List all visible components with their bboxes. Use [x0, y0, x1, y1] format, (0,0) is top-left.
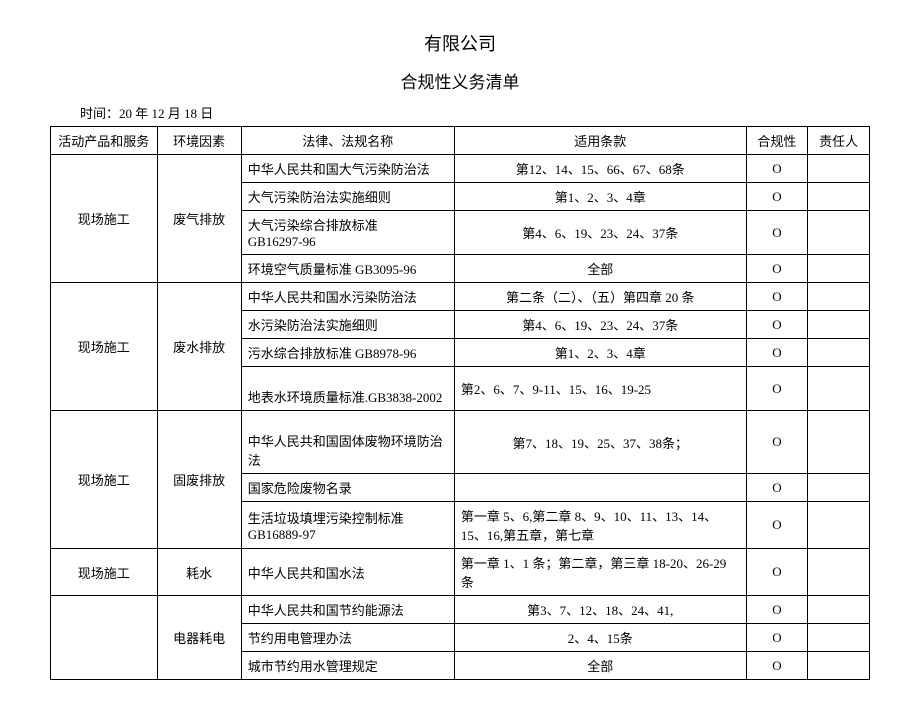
law-cell: 生活垃圾填埋污染控制标准 GB16889-97	[241, 502, 454, 549]
person-cell	[808, 283, 870, 311]
date-line: 时间：20 年 12 月 18 日	[80, 103, 870, 122]
person-cell	[808, 624, 870, 652]
law-cell: 中华人民共和国水法	[241, 549, 454, 596]
compliance-cell: O	[746, 502, 808, 549]
compliance-cell: O	[746, 596, 808, 624]
clause-cell: 第一章 1、1 条；第二章，第三章 18-20、26-29 条	[454, 549, 746, 596]
law-cell: 城市节约用水管理规定	[241, 652, 454, 680]
clause-cell	[454, 474, 746, 502]
compliance-cell: O	[746, 183, 808, 211]
table-row: 现场施工废水排放中华人民共和国水污染防治法第二条（二）、（五）第四章 20 条O	[51, 283, 870, 311]
compliance-cell: O	[746, 255, 808, 283]
clause-cell: 全部	[454, 255, 746, 283]
person-cell	[808, 652, 870, 680]
compliance-cell: O	[746, 155, 808, 183]
compliance-cell: O	[746, 211, 808, 255]
table-row: 现场施工废气排放中华人民共和国大气污染防治法第12、14、15、66、67、68…	[51, 155, 870, 183]
person-cell	[808, 339, 870, 367]
person-cell	[808, 155, 870, 183]
person-cell	[808, 474, 870, 502]
compliance-cell: O	[746, 283, 808, 311]
header-clause: 适用条款	[454, 127, 746, 155]
person-cell	[808, 549, 870, 596]
compliance-cell: O	[746, 411, 808, 474]
person-cell	[808, 311, 870, 339]
header-person: 责任人	[808, 127, 870, 155]
table-row: 电器耗电中华人民共和国节约能源法第3、7、12、18、24、41,O	[51, 596, 870, 624]
title-main: 有限公司	[50, 30, 870, 56]
table-row: 现场施工固废排放 中华人民共和国固体废物环境防治法第7、18、19、25、37、…	[51, 411, 870, 474]
factor-cell: 电器耗电	[157, 596, 241, 680]
factor-cell: 废气排放	[157, 155, 241, 283]
clause-cell: 第1、2、3、4章	[454, 339, 746, 367]
clause-cell: 第7、18、19、25、37、38条；	[454, 411, 746, 474]
clause-cell: 第1、2、3、4章	[454, 183, 746, 211]
activity-cell: 现场施工	[51, 411, 158, 549]
compliance-cell: O	[746, 339, 808, 367]
activity-cell: 现场施工	[51, 283, 158, 411]
person-cell	[808, 211, 870, 255]
header-law: 法律、法规名称	[241, 127, 454, 155]
clause-cell: 第4、6、19、23、24、37条	[454, 311, 746, 339]
compliance-cell: O	[746, 367, 808, 411]
compliance-cell: O	[746, 652, 808, 680]
law-cell: 地表水环境质量标准.GB3838-2002	[241, 367, 454, 411]
person-cell	[808, 502, 870, 549]
law-cell: 中华人民共和国大气污染防治法	[241, 155, 454, 183]
law-cell: 大气污染综合排放标准 GB16297-96	[241, 211, 454, 255]
clause-cell: 第二条（二）、（五）第四章 20 条	[454, 283, 746, 311]
law-cell: 环境空气质量标准 GB3095-96	[241, 255, 454, 283]
law-cell: 大气污染防治法实施细则	[241, 183, 454, 211]
compliance-cell: O	[746, 311, 808, 339]
law-cell: 中华人民共和国节约能源法	[241, 596, 454, 624]
clause-cell: 第4、6、19、23、24、37条	[454, 211, 746, 255]
activity-cell: 现场施工	[51, 549, 158, 596]
law-cell: 水污染防治法实施细则	[241, 311, 454, 339]
activity-cell	[51, 596, 158, 680]
header-activity: 活动产品和服务	[51, 127, 158, 155]
table-header-row: 活动产品和服务 环境因素 法律、法规名称 适用条款 合规性 责任人	[51, 127, 870, 155]
clause-cell: 第3、7、12、18、24、41,	[454, 596, 746, 624]
header-factor: 环境因素	[157, 127, 241, 155]
compliance-cell: O	[746, 474, 808, 502]
factor-cell: 废水排放	[157, 283, 241, 411]
clause-cell: 第一章 5、6,第二章 8、9、10、11、13、14、15、16,第五章，第七…	[454, 502, 746, 549]
compliance-cell: O	[746, 624, 808, 652]
activity-cell: 现场施工	[51, 155, 158, 283]
clause-cell: 第12、14、15、66、67、68条	[454, 155, 746, 183]
compliance-cell: O	[746, 549, 808, 596]
person-cell	[808, 411, 870, 474]
person-cell	[808, 596, 870, 624]
law-cell: 中华人民共和国固体废物环境防治法	[241, 411, 454, 474]
header-compliance: 合规性	[746, 127, 808, 155]
person-cell	[808, 255, 870, 283]
factor-cell: 耗水	[157, 549, 241, 596]
law-cell: 节约用电管理办法	[241, 624, 454, 652]
clause-cell: 第2、6、7、9-11、15、16、19-25	[454, 367, 746, 411]
law-cell: 污水综合排放标准 GB8978-96	[241, 339, 454, 367]
clause-cell: 2、4、15条	[454, 624, 746, 652]
law-cell: 中华人民共和国水污染防治法	[241, 283, 454, 311]
law-cell: 国家危险废物名录	[241, 474, 454, 502]
title-sub: 合规性义务清单	[50, 68, 870, 93]
clause-cell: 全部	[454, 652, 746, 680]
compliance-table: 活动产品和服务 环境因素 法律、法规名称 适用条款 合规性 责任人 现场施工废气…	[50, 126, 870, 680]
table-row: 现场施工耗水中华人民共和国水法 第一章 1、1 条；第二章，第三章 18-20、…	[51, 549, 870, 596]
person-cell	[808, 183, 870, 211]
factor-cell: 固废排放	[157, 411, 241, 549]
person-cell	[808, 367, 870, 411]
